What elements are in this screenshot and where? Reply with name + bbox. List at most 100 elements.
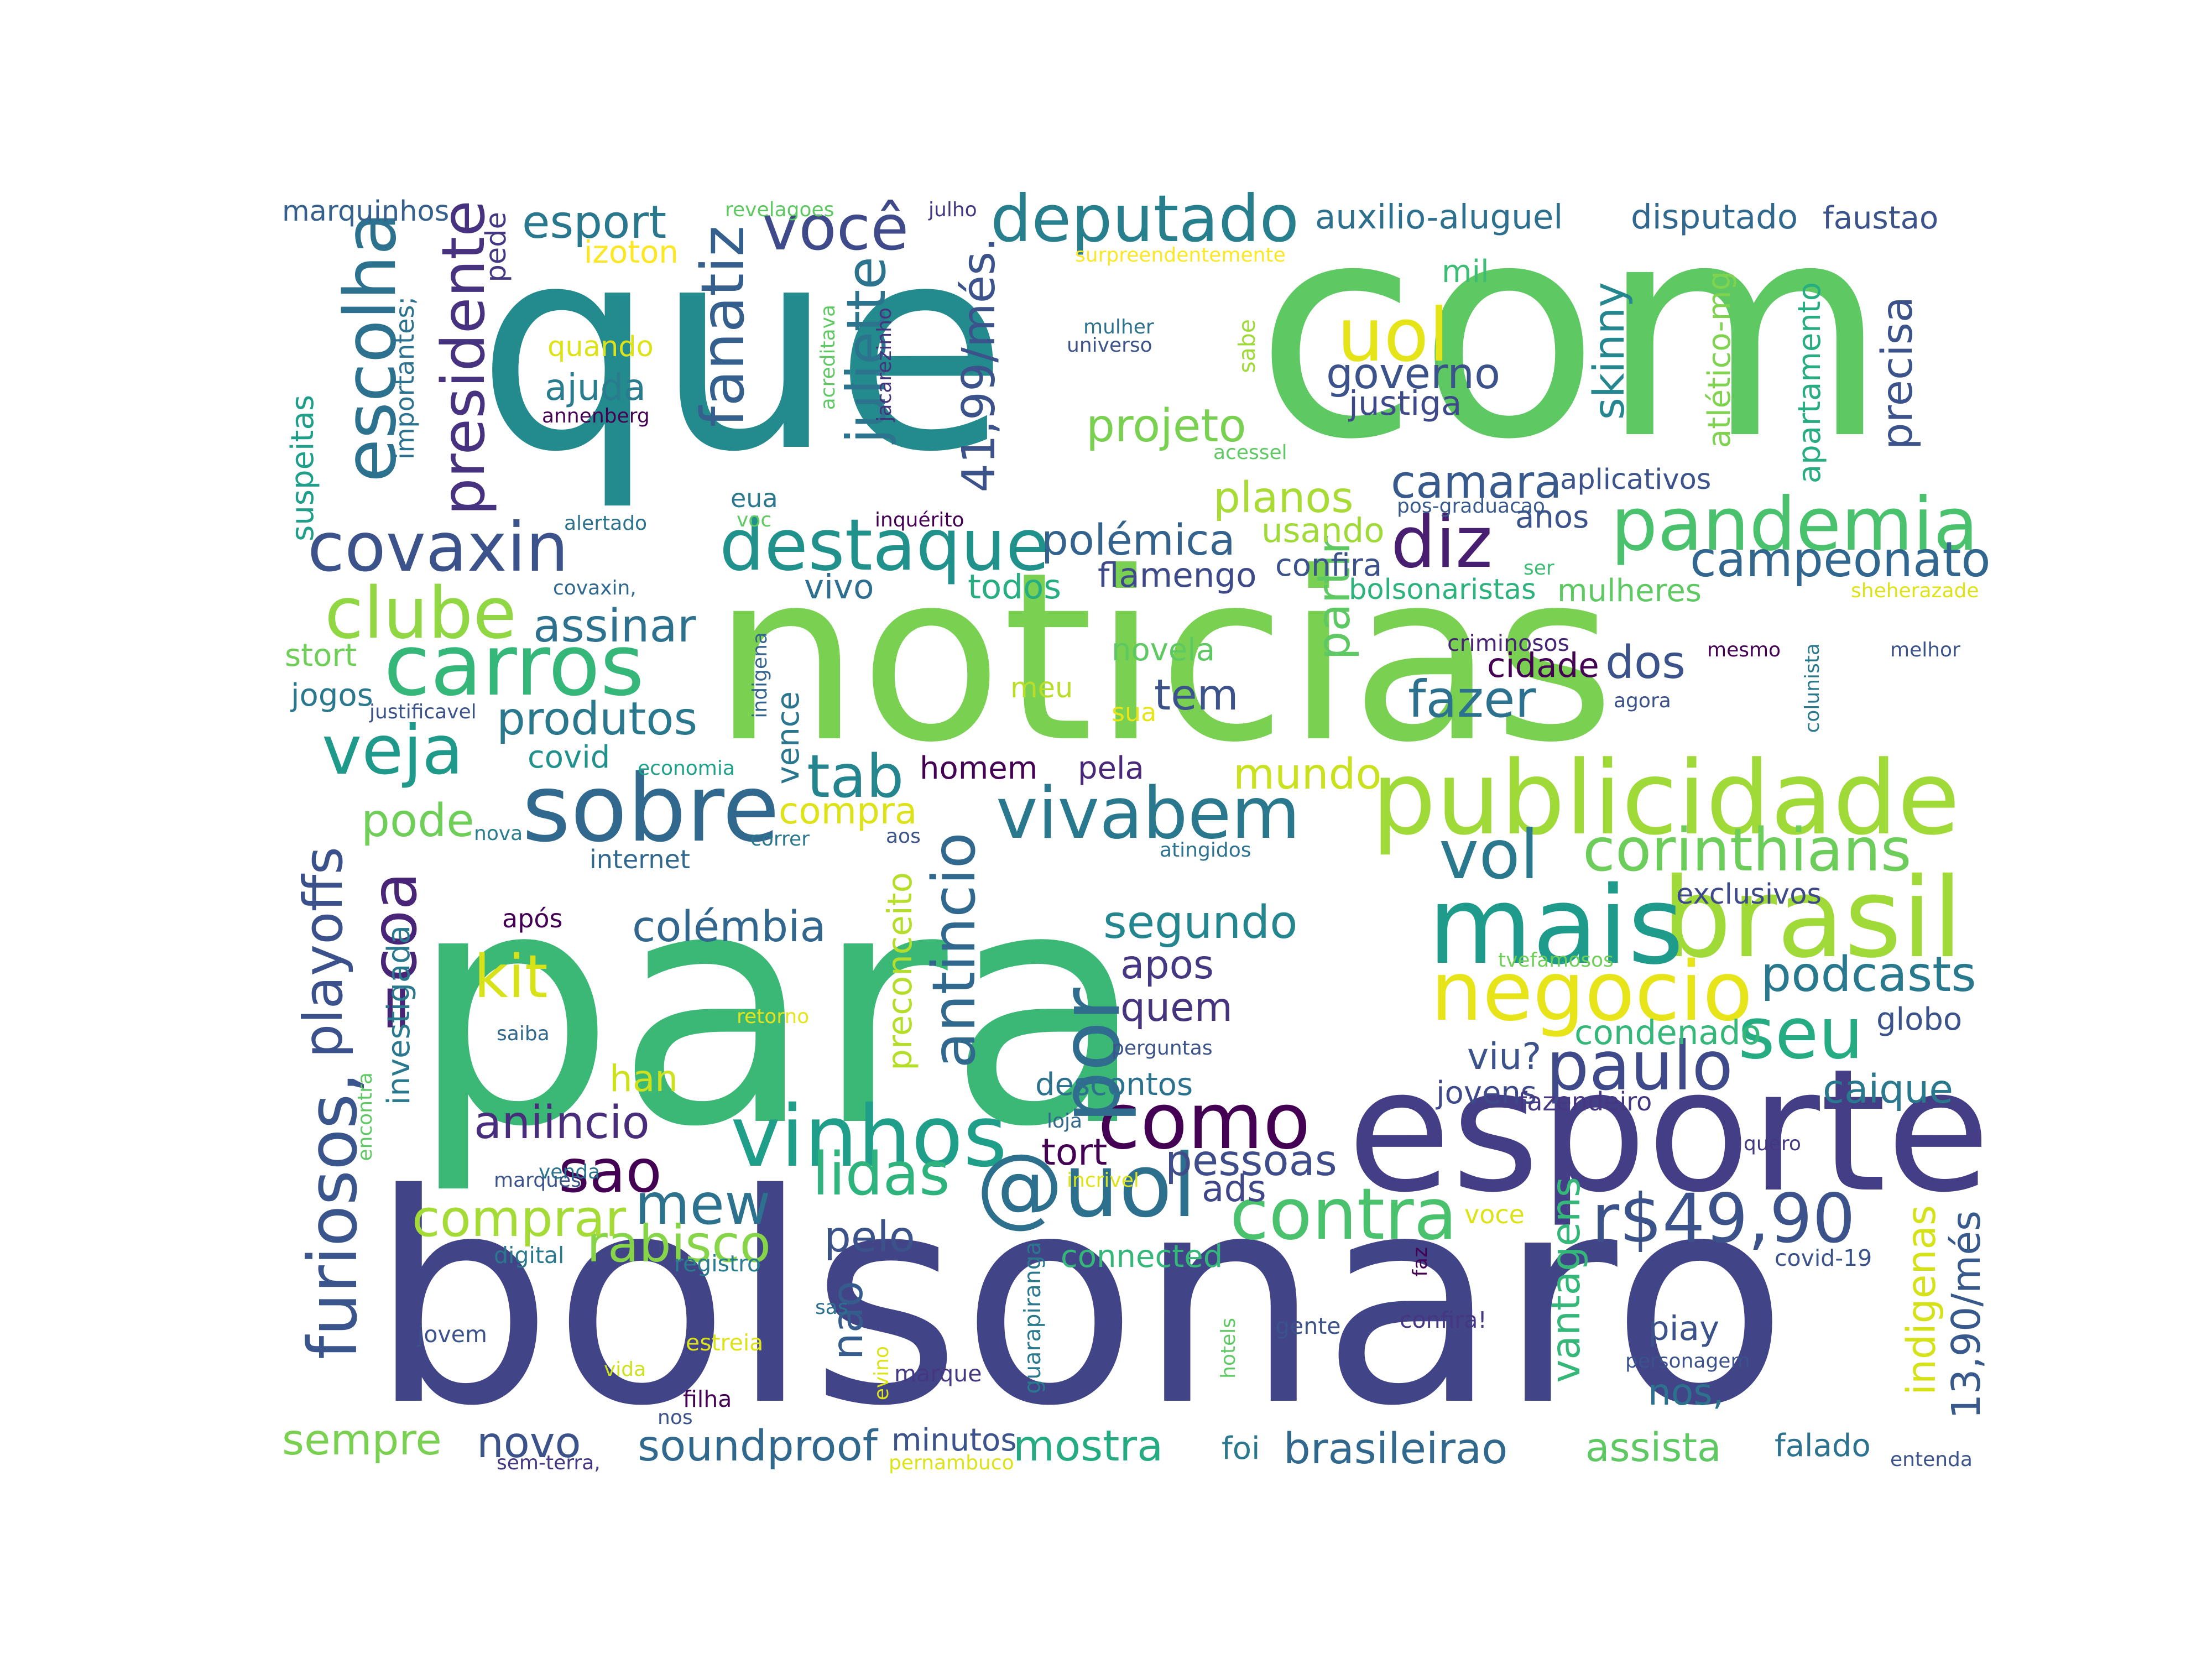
word: nos, — [1648, 1371, 1724, 1413]
word: aplicativos — [1560, 463, 1712, 496]
word: esporte — [1347, 1033, 1991, 1230]
word: brasil — [1662, 854, 1963, 982]
word: @uol — [976, 1135, 1197, 1237]
word: 13,90/més — [1943, 1211, 1989, 1420]
word: campeonato — [1690, 531, 1991, 588]
word: venda — [539, 1161, 601, 1183]
word: bolsonaristas — [1349, 573, 1536, 606]
word: sua — [1112, 697, 1157, 727]
word: investigada — [381, 925, 417, 1105]
word: paulo — [1546, 1027, 1734, 1105]
word: disputado — [1631, 197, 1798, 237]
word: vivo — [804, 567, 874, 607]
word: pede — [480, 212, 513, 283]
word: falado — [1775, 1428, 1871, 1464]
word: stort — [285, 638, 357, 674]
word: mulheres — [1557, 573, 1702, 609]
word: bolsonaro — [369, 1133, 1788, 1469]
word: diz — [1391, 502, 1493, 584]
word: camara — [1391, 456, 1562, 509]
word: minutos — [891, 1422, 1017, 1458]
word: após — [502, 904, 563, 933]
word: caique — [1823, 1066, 1954, 1112]
word: revelagoes — [725, 199, 834, 221]
word: sas — [815, 1296, 848, 1319]
word: loja — [1047, 1110, 1083, 1133]
word: faz — [1409, 1247, 1432, 1277]
word: mulher — [1083, 316, 1154, 338]
word: gente — [1275, 1313, 1341, 1339]
word: governo — [1326, 349, 1501, 399]
word: marquinhos — [282, 195, 450, 228]
word: vence — [770, 691, 806, 785]
word: piay — [1648, 1309, 1720, 1348]
word: pandemia — [1611, 482, 1979, 567]
word: filha — [683, 1386, 732, 1412]
word: mostra — [1013, 1422, 1164, 1471]
word: mil — [1442, 254, 1489, 290]
word: jogos — [291, 677, 373, 713]
word: dos — [1605, 637, 1686, 689]
word: noticias — [712, 523, 1615, 794]
word: eua — [731, 483, 778, 513]
word: vantagens — [1543, 1177, 1589, 1383]
word: acreditava — [817, 305, 839, 410]
word: acessel — [1213, 441, 1287, 464]
word: seu — [1738, 993, 1864, 1075]
word: lidas — [812, 1140, 950, 1209]
word: com — [1255, 159, 1888, 504]
word: assinar — [533, 600, 696, 653]
word: projeto — [1086, 400, 1246, 452]
word: segundo — [1103, 896, 1298, 949]
word: corinthians — [1583, 816, 1912, 885]
word: pos-graduacao — [1397, 495, 1545, 518]
word: importantes; — [390, 296, 420, 460]
word: polémica — [1041, 516, 1235, 565]
word: planos — [1213, 473, 1354, 523]
word: registro — [674, 1250, 761, 1277]
word: vol — [1439, 816, 1539, 894]
word: pelo — [824, 1213, 915, 1262]
word: 41,99/més. — [953, 237, 1005, 493]
word: estreia — [686, 1329, 764, 1356]
word: jovens — [1436, 1075, 1537, 1111]
word: homem — [920, 750, 1038, 786]
word: deputado — [990, 181, 1300, 257]
word: rabisco — [587, 1214, 771, 1274]
word: perguntas — [1112, 1037, 1213, 1060]
word: sobre — [522, 754, 780, 863]
word: criminosos — [1447, 630, 1569, 656]
word: ads — [1202, 1167, 1266, 1210]
word: pela — [1078, 750, 1144, 786]
word: mesmo — [1707, 639, 1781, 661]
word: foi — [1222, 1431, 1260, 1467]
word: playoffs — [292, 847, 354, 1058]
word: tem — [1154, 671, 1239, 720]
word: vinhos — [731, 1088, 1008, 1186]
word: nao — [823, 1281, 873, 1360]
word: atingidos — [1160, 839, 1251, 862]
word: quem — [1120, 984, 1233, 1030]
word: julho — [928, 199, 977, 221]
word: justiga — [1349, 384, 1462, 423]
word: colunista — [1801, 643, 1824, 733]
word: nova — [474, 822, 523, 845]
word: antincio — [920, 832, 989, 1068]
word: jacarezinho — [873, 307, 896, 422]
word: indigenas — [1898, 1205, 1944, 1395]
word: quando — [547, 331, 654, 363]
word: evino — [870, 1346, 893, 1401]
word: indigena — [749, 632, 771, 718]
word: covid — [528, 739, 611, 775]
word: skinny — [1585, 282, 1634, 420]
word: incrivel — [1067, 1169, 1139, 1192]
word: personagem — [1625, 1350, 1750, 1373]
word: internet — [589, 844, 690, 874]
word: podcasts — [1761, 946, 1976, 1003]
word: sheherazade — [1851, 580, 1979, 602]
word: descontos — [1035, 1067, 1193, 1103]
word: negocio — [1431, 944, 1753, 1039]
word: soundproof — [638, 1422, 878, 1471]
word: colémbia — [632, 902, 826, 952]
